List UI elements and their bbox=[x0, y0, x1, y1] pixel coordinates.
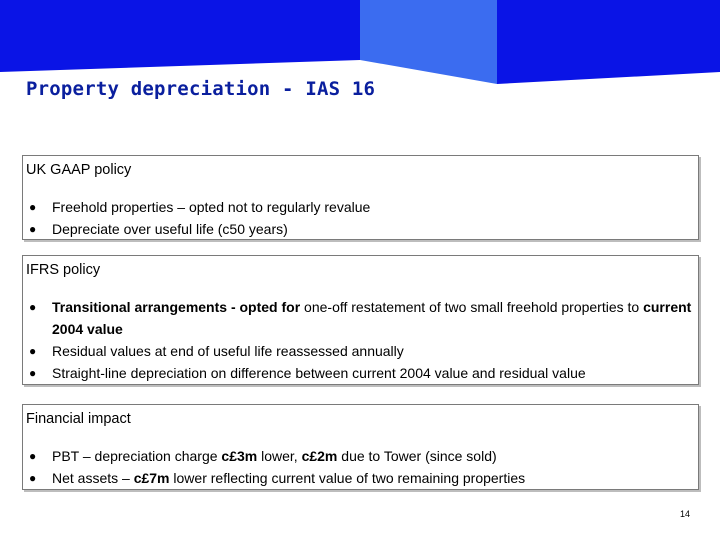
bullet-dot-icon: ● bbox=[29, 344, 37, 358]
bullet-dot-icon: ● bbox=[29, 449, 37, 463]
section-title: UK GAAP policy bbox=[26, 162, 132, 178]
bullet-text-bold: c£7m bbox=[133, 470, 170, 486]
bullet-text: PBT – depreciation charge bbox=[52, 448, 222, 464]
bullet-list: ● PBT – depreciation charge c£3m lower, c… bbox=[26, 445, 694, 489]
bullet-text: Straight-line depreciation on difference… bbox=[52, 365, 586, 381]
section-financial-impact: Financial impact ● PBT – depreciation cha… bbox=[22, 404, 699, 490]
bullet-item: ● PBT – depreciation charge c£3m lower, c… bbox=[26, 445, 694, 467]
bullet-text: Freehold properties – opted not to regul… bbox=[52, 199, 371, 215]
bullet-item: ● Depreciate over useful life (c50 years) bbox=[26, 218, 694, 240]
bullet-dot-icon: ● bbox=[29, 471, 37, 485]
bullet-text: due to Tower (since sold) bbox=[337, 448, 497, 464]
bullet-text: Depreciate over useful life (c50 years) bbox=[52, 221, 288, 237]
page-number: 14 bbox=[680, 509, 691, 519]
bullet-text: lower reflecting current value of two re… bbox=[169, 470, 526, 486]
bullet-item: ● Net assets – c£7m lower reflecting curr… bbox=[26, 467, 694, 489]
slide-title: Property depreciation - IAS 16 bbox=[26, 78, 376, 100]
banner-right-shape bbox=[497, 0, 720, 84]
bullet-dot-icon: ● bbox=[29, 222, 37, 236]
bullet-item: ● Straight-line depreciation on differenc… bbox=[26, 362, 694, 384]
section-title: Financial impact bbox=[26, 411, 131, 427]
bullet-item: ● Freehold properties – opted not to regu… bbox=[26, 196, 694, 218]
bullet-text: Residual values at end of useful life re… bbox=[52, 343, 404, 359]
bullet-item: ● Residual values at end of useful life r… bbox=[26, 340, 694, 362]
bullet-list: ● Freehold properties – opted not to regu… bbox=[26, 196, 694, 240]
bullet-dot-icon: ● bbox=[29, 200, 37, 214]
bullet-text-bold: current 2004 value bbox=[52, 299, 692, 337]
bullet-text: lower, bbox=[257, 448, 302, 464]
bullet-text: one-off restatement of two small freehol… bbox=[300, 299, 644, 315]
banner-left-shape bbox=[0, 0, 360, 72]
bullet-text-bold: c£2m bbox=[301, 448, 338, 464]
bullet-text-bold: c£3m bbox=[221, 448, 258, 464]
section-uk-gaap-policy: UK GAAP policy ● Freehold properties – op… bbox=[22, 155, 699, 240]
header-banner bbox=[0, 0, 720, 84]
banner-middle-shape bbox=[360, 0, 497, 84]
bullet-dot-icon: ● bbox=[29, 300, 37, 314]
bullet-list: ● Transitional arrangements - opted for o… bbox=[26, 296, 694, 384]
bullet-item: ● Transitional arrangements - opted for o… bbox=[26, 296, 694, 340]
section-ifrs-policy: IFRS policy ● Transitional arrangements -… bbox=[22, 255, 699, 385]
bullet-dot-icon: ● bbox=[29, 366, 37, 380]
bullet-text-bold: Transitional arrangements - opted for bbox=[52, 299, 301, 315]
section-title: IFRS policy bbox=[26, 262, 101, 278]
bullet-text: Net assets – bbox=[52, 470, 134, 486]
